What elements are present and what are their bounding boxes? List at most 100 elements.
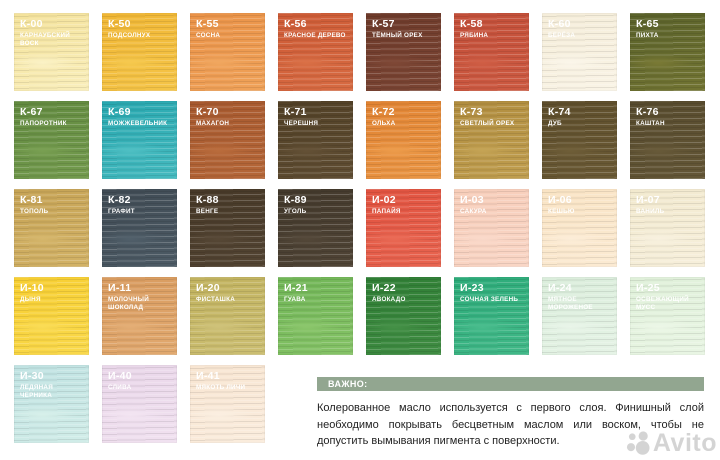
swatch-name: МЯКОТЬ ЛИЧИ (196, 384, 246, 391)
swatch-code: И-40 (108, 370, 132, 382)
swatch-tile: И-02 ПАПАЙЯ (366, 189, 441, 267)
swatch-code: И-02 (372, 194, 396, 206)
swatch-name: ПАПОРОТНИК (20, 120, 67, 127)
swatch-name: ПОДСОЛНУХ (108, 32, 151, 39)
swatch-code: К-58 (460, 18, 483, 30)
swatch-code: К-73 (460, 106, 483, 118)
swatch-code: К-67 (20, 106, 43, 118)
swatch-code: И-30 (20, 370, 44, 382)
swatch-name: СВЕТЛЫЙ ОРЕХ (460, 120, 515, 127)
swatch-code: К-72 (372, 106, 395, 118)
swatch-name: СЛИВА (108, 384, 132, 391)
avito-watermark: Avito (626, 429, 717, 458)
swatch-name: ПАПАЙЯ (372, 208, 401, 215)
swatch-name: ДУБ (548, 120, 562, 127)
swatch-code: И-07 (636, 194, 660, 206)
swatch-tile: К-57 ТЁМНЫЙ ОРЕХ (366, 13, 441, 91)
swatch-tile: К-56 КРАСНОЕ ДЕРЕВО (278, 13, 353, 91)
swatch-tile: К-89 УГОЛЬ (278, 189, 353, 267)
swatch-name: МОЖЖЕВЕЛЬНИК (108, 120, 168, 127)
important-text: Колерованное масло используется с первог… (317, 402, 704, 447)
swatch-name: КРАСНОЕ ДЕРЕВО (284, 32, 346, 39)
swatch-name: КЕШЬЮ (548, 208, 575, 215)
swatch-tile: К-71 ЧЕРЕШНЯ (278, 101, 353, 179)
swatch-name: КАРНАУБСКИЙ ВОСК (20, 32, 70, 47)
swatch-name: МЯТНОЕ МОРОЖЕНОЕ (548, 296, 593, 311)
swatch-tile: К-82 ГРАФИТ (102, 189, 177, 267)
swatch-code: И-21 (284, 282, 308, 294)
avito-wordmark: Avito (652, 429, 717, 457)
swatch-code: К-88 (196, 194, 219, 206)
swatch-code: К-56 (284, 18, 307, 30)
swatch-name: ОСВЕЖАЮЩИЙ МУСС (636, 296, 689, 311)
swatch-code: К-00 (20, 18, 43, 30)
swatch-code: К-60 (548, 18, 571, 30)
swatch-name: ГУАВА (284, 296, 306, 303)
important-panel: ВАЖНО: Колерованное масло используется с… (317, 377, 704, 450)
swatch-name: ПИХТА (636, 32, 659, 39)
swatch-tile: И-22 АВОКАДО (366, 277, 441, 355)
swatch-code: К-57 (372, 18, 395, 30)
swatch-name: СОЧНАЯ ЗЕЛЕНЬ (460, 296, 519, 303)
swatch-code: К-89 (284, 194, 307, 206)
swatch-code: И-25 (636, 282, 660, 294)
swatch-tile: К-73 СВЕТЛЫЙ ОРЕХ (454, 101, 529, 179)
swatch-tile: И-06 КЕШЬЮ (542, 189, 617, 267)
swatch-tile: К-76 КАШТАН (630, 101, 705, 179)
swatch-name: ДЫНЯ (20, 296, 41, 303)
swatch-name: СОСНА (196, 32, 221, 39)
swatch-name: ТЁМНЫЙ ОРЕХ (372, 32, 423, 39)
swatch-name: ТОПОЛЬ (20, 208, 49, 215)
swatch-name: ВЕНГЕ (196, 208, 219, 215)
swatch-name: ГРАФИТ (108, 208, 135, 215)
swatch-name: МОЛОЧНЫЙ ШОКОЛАД (108, 296, 149, 311)
swatch-tile: К-72 ОЛЬХА (366, 101, 441, 179)
swatch-tile: К-55 СОСНА (190, 13, 265, 91)
swatch-code: И-41 (196, 370, 220, 382)
swatch-name: ФИСТАШКА (196, 296, 236, 303)
swatch-tile: К-74 ДУБ (542, 101, 617, 179)
avito-logo-icon (626, 431, 650, 455)
swatch-name: УГОЛЬ (284, 208, 307, 215)
swatch-tile: К-69 МОЖЖЕВЕЛЬНИК (102, 101, 177, 179)
swatch-tile: К-60 БЕРЁЗА (542, 13, 617, 91)
swatch-tile: К-67 ПАПОРОТНИК (14, 101, 89, 179)
swatch-code: К-81 (20, 194, 43, 206)
swatch-tile: И-40 СЛИВА (102, 365, 177, 443)
swatch-name: РЯБИНА (460, 32, 489, 39)
swatch-tile: И-10 ДЫНЯ (14, 277, 89, 355)
swatch-tile: И-25 ОСВЕЖАЮЩИЙ МУСС (630, 277, 705, 355)
swatch-code: И-10 (20, 282, 44, 294)
swatch-name: ЧЕРЕШНЯ (284, 120, 319, 127)
swatch-name: ОЛЬХА (372, 120, 396, 127)
important-title: ВАЖНО: (328, 379, 368, 389)
swatch-tile: И-11 МОЛОЧНЫЙ ШОКОЛАД (102, 277, 177, 355)
swatch-name: АВОКАДО (372, 296, 406, 303)
swatch-tile: И-23 СОЧНАЯ ЗЕЛЕНЬ (454, 277, 529, 355)
swatch-tile: И-30 ЛЕДЯНАЯ ЧЕРНИКА (14, 365, 89, 443)
swatch-tile: К-50 ПОДСОЛНУХ (102, 13, 177, 91)
swatch-name: ВАНИЛЬ (636, 208, 665, 215)
swatch-code: И-22 (372, 282, 396, 294)
swatch-code: И-20 (196, 282, 220, 294)
swatch-code: К-82 (108, 194, 131, 206)
swatch-tile: К-65 ПИХТА (630, 13, 705, 91)
swatch-tile: К-58 РЯБИНА (454, 13, 529, 91)
swatch-code: К-65 (636, 18, 659, 30)
swatch-code: К-70 (196, 106, 219, 118)
swatch-name: МАХАГОН (196, 120, 230, 127)
swatch-code: И-06 (548, 194, 572, 206)
swatch-code: К-69 (108, 106, 131, 118)
swatch-tile: К-81 ТОПОЛЬ (14, 189, 89, 267)
swatch-code: К-71 (284, 106, 307, 118)
swatch-code: И-11 (108, 282, 132, 294)
swatch-tile: И-41 МЯКОТЬ ЛИЧИ (190, 365, 265, 443)
swatch-tile: И-20 ФИСТАШКА (190, 277, 265, 355)
swatch-code: И-24 (548, 282, 572, 294)
swatch-code: К-55 (196, 18, 219, 30)
swatch-code: И-03 (460, 194, 484, 206)
swatch-tile: И-03 САКУРА (454, 189, 529, 267)
swatch-code: К-74 (548, 106, 571, 118)
important-title-bar: ВАЖНО: (317, 377, 704, 391)
